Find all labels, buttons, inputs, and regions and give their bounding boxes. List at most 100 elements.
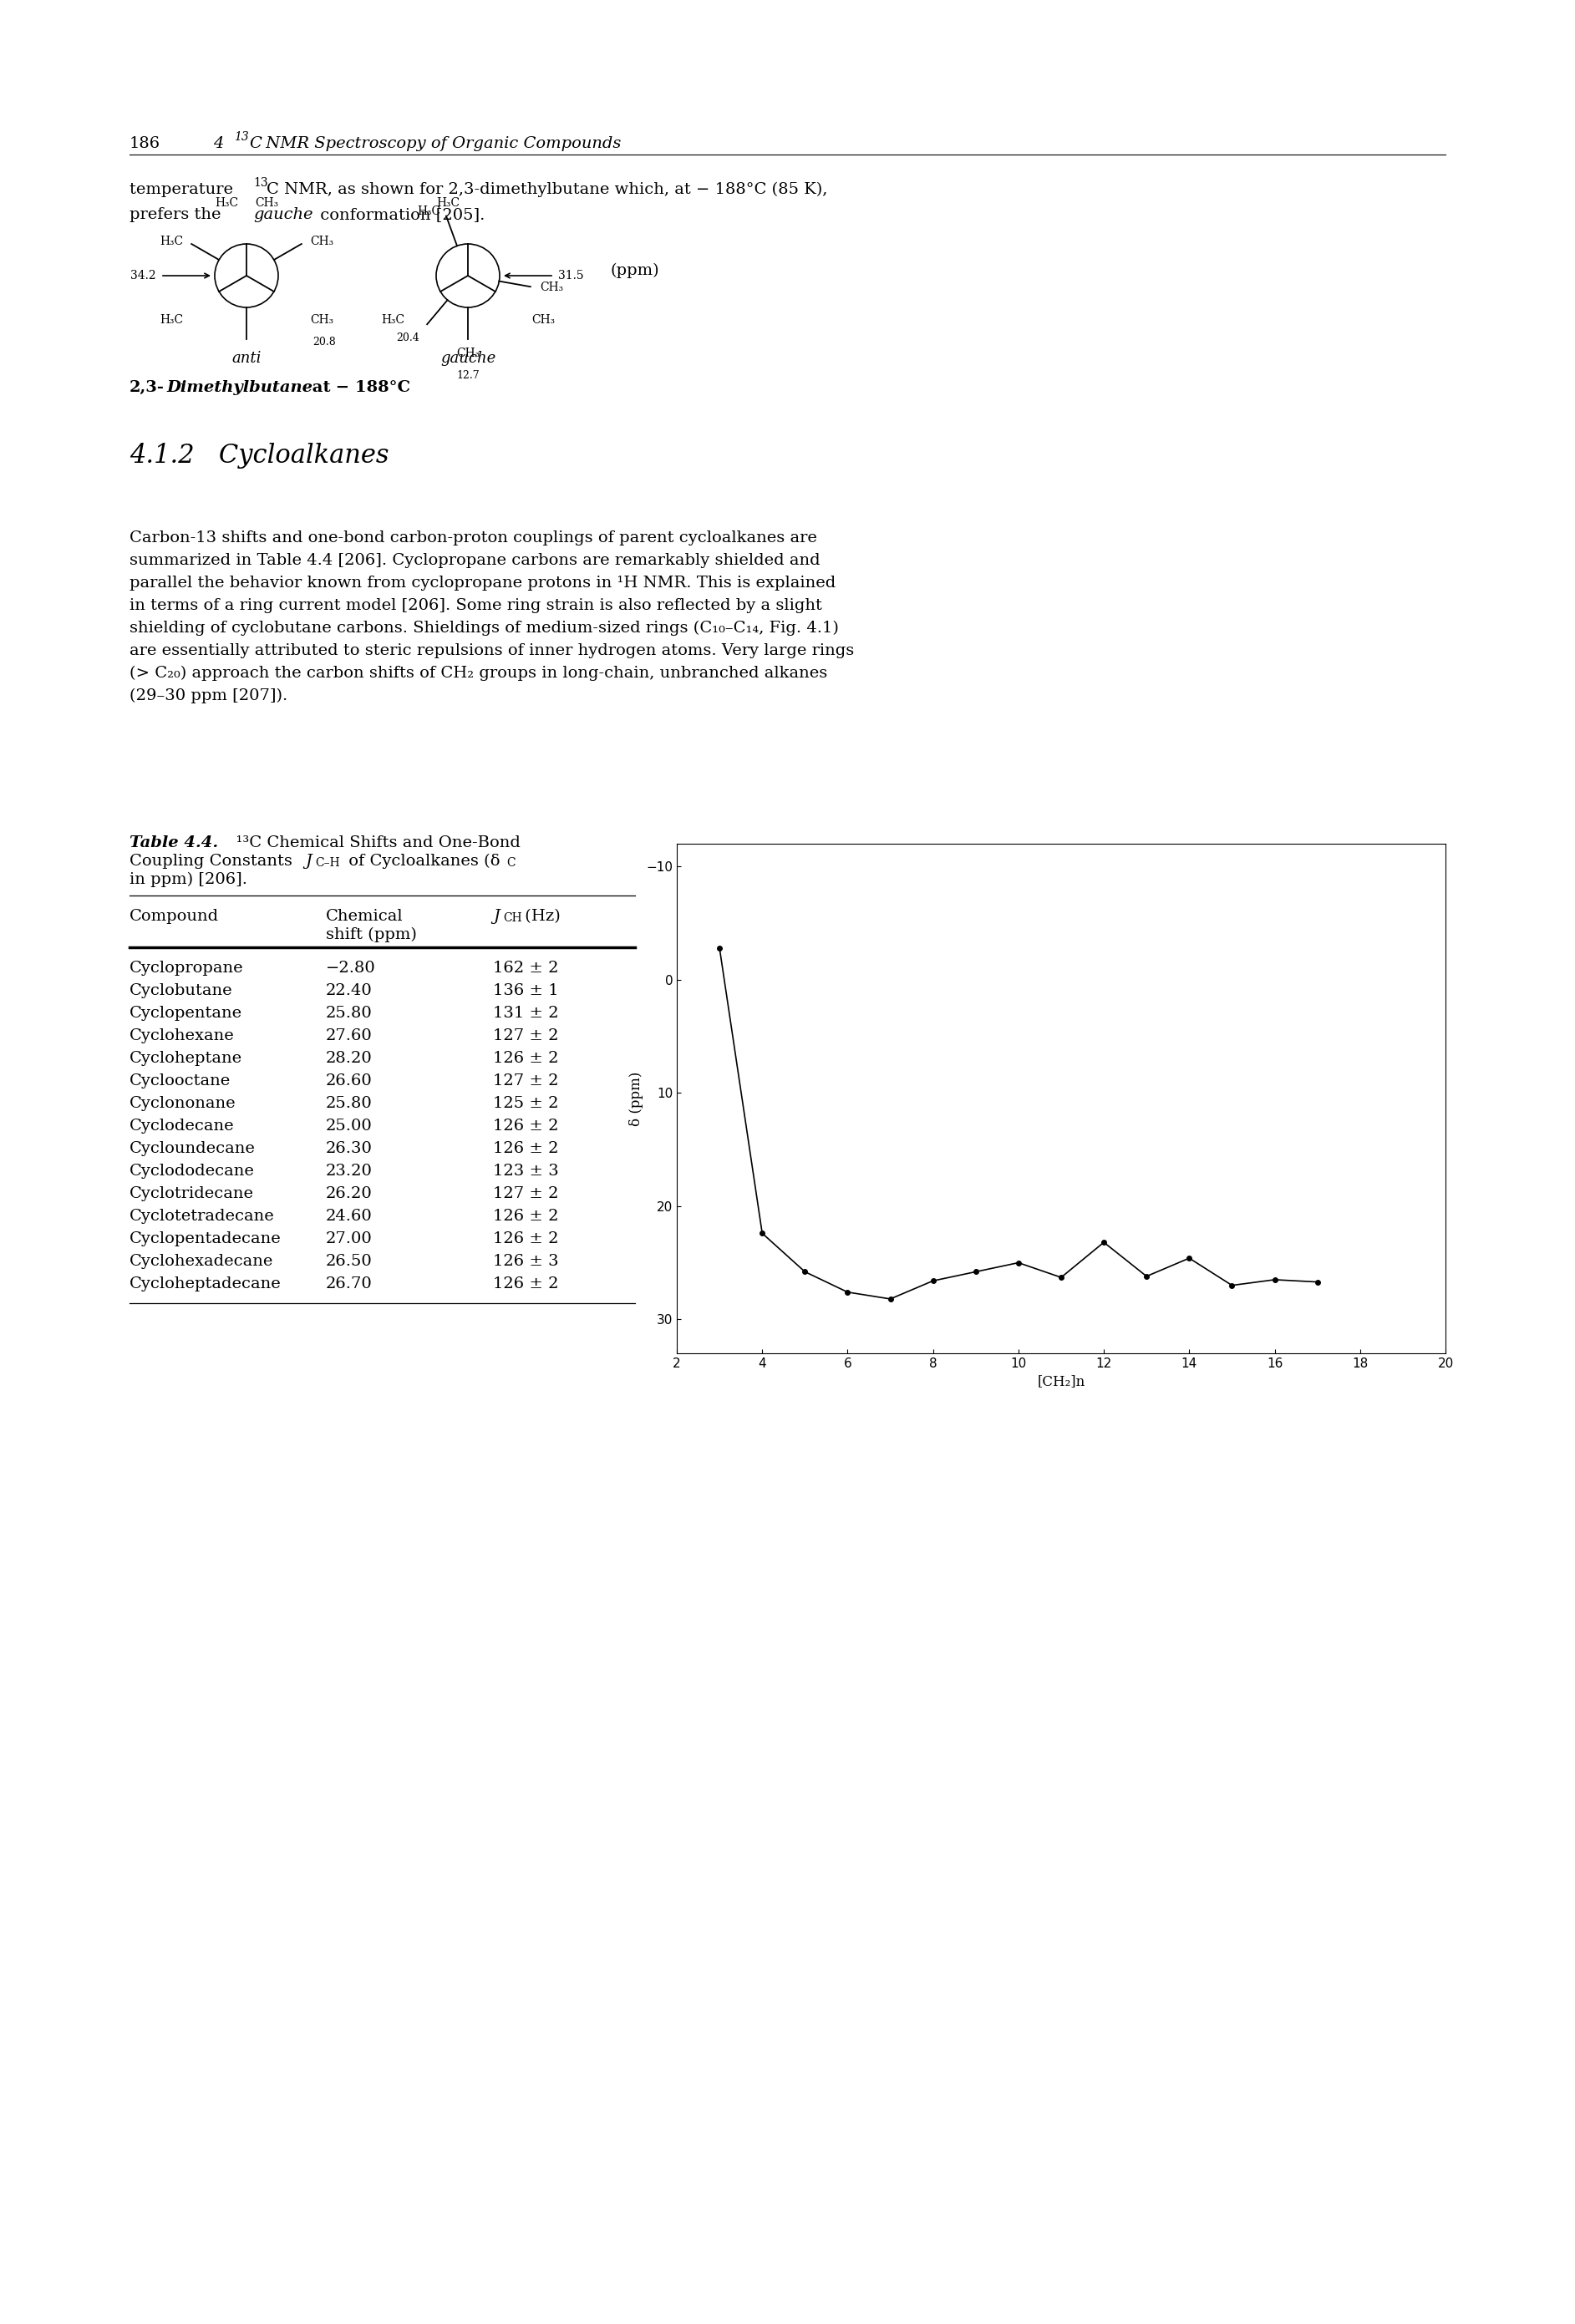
Text: gauche: gauche	[441, 351, 496, 365]
Text: Cyclotetradecane: Cyclotetradecane	[129, 1208, 274, 1225]
Text: 23.20: 23.20	[326, 1164, 373, 1178]
Y-axis label: δ (ppm): δ (ppm)	[630, 1071, 644, 1125]
Text: H₃C: H₃C	[417, 205, 441, 216]
Text: 126 ± 2: 126 ± 2	[493, 1208, 559, 1225]
Text: 26.20: 26.20	[326, 1185, 372, 1202]
Text: 4: 4	[213, 137, 228, 151]
Text: in ppm) [206].: in ppm) [206].	[129, 872, 247, 888]
Text: Cyclopropane: Cyclopropane	[129, 960, 244, 976]
X-axis label: [CH₂]n: [CH₂]n	[1038, 1373, 1085, 1390]
Text: 20.4: 20.4	[397, 332, 419, 344]
Text: H₃C: H₃C	[159, 235, 183, 246]
Text: 25.80: 25.80	[326, 1097, 372, 1111]
Text: 26.60: 26.60	[326, 1074, 372, 1088]
Text: parallel the behavior known from cyclopropane protons in ¹H NMR. This is explain: parallel the behavior known from cyclopr…	[129, 576, 836, 590]
Text: 22.40: 22.40	[326, 983, 372, 999]
Text: are essentially attributed to steric repulsions of inner hydrogen atoms. Very la: are essentially attributed to steric rep…	[129, 644, 854, 658]
Text: 186: 186	[129, 137, 161, 151]
Text: 125 ± 2: 125 ± 2	[493, 1097, 559, 1111]
Text: 34.2: 34.2	[131, 270, 156, 281]
Text: Cyclobutane: Cyclobutane	[129, 983, 233, 999]
Text: 126 ± 2: 126 ± 2	[493, 1232, 559, 1246]
Text: 126 ± 2: 126 ± 2	[493, 1276, 559, 1292]
Text: 126 ± 3: 126 ± 3	[493, 1255, 559, 1269]
Text: anti: anti	[232, 351, 261, 365]
Text: ring size [206].: ring size [206].	[849, 1334, 961, 1350]
Text: 127 ± 2: 127 ± 2	[493, 1074, 559, 1088]
Text: 123 ± 3: 123 ± 3	[493, 1164, 559, 1178]
Text: 13: 13	[810, 1315, 822, 1325]
Text: Cyclononane: Cyclononane	[129, 1097, 236, 1111]
Text: (29–30 ppm [207]).: (29–30 ppm [207]).	[129, 688, 288, 704]
Text: shielding of cyclobutane carbons. Shieldings of medium-sized rings (C₁₀–C₁₄, Fig: shielding of cyclobutane carbons. Shield…	[129, 621, 839, 637]
Text: ¹³C Chemical Shifts and One-Bond: ¹³C Chemical Shifts and One-Bond	[225, 834, 520, 851]
Text: CH₃: CH₃	[457, 349, 480, 360]
Text: versus: versus	[800, 1334, 846, 1350]
Text: Cyclooctane: Cyclooctane	[129, 1074, 232, 1088]
Text: 28.20: 28.20	[326, 1050, 372, 1067]
Text: 13: 13	[254, 177, 268, 188]
Text: Cyclopentane: Cyclopentane	[129, 1006, 243, 1020]
Text: Chemical: Chemical	[326, 909, 403, 925]
Text: Dimethylbutane: Dimethylbutane	[167, 381, 312, 395]
Text: Cycloundecane: Cycloundecane	[129, 1141, 255, 1155]
Text: C: C	[249, 137, 261, 151]
Text: CH₃: CH₃	[310, 235, 334, 246]
Text: 26.30: 26.30	[326, 1141, 373, 1155]
Text: −2.80: −2.80	[326, 960, 376, 976]
Text: Coupling Constants: Coupling Constants	[129, 853, 298, 869]
Text: CH₃: CH₃	[540, 281, 562, 293]
Text: Cyclodecane: Cyclodecane	[129, 1118, 235, 1134]
Text: Cyclopentadecane: Cyclopentadecane	[129, 1232, 282, 1246]
Text: 136 ± 1: 136 ± 1	[493, 983, 559, 999]
Text: 12.7: 12.7	[457, 370, 479, 381]
Text: 20.8: 20.8	[312, 337, 335, 349]
Text: 4.1.2   Cycloalkanes: 4.1.2 Cycloalkanes	[129, 444, 389, 469]
Text: temperature: temperature	[129, 181, 238, 198]
Text: 26.70: 26.70	[326, 1276, 372, 1292]
Text: H₃C: H₃C	[381, 314, 405, 325]
Text: conformation [205].: conformation [205].	[315, 207, 485, 223]
Text: Carbon-13 shifts and one-bond carbon-proton couplings of parent cycloalkanes are: Carbon-13 shifts and one-bond carbon-pro…	[129, 530, 817, 546]
Text: NMR Spectroscopy of Organic Compounds: NMR Spectroscopy of Organic Compounds	[261, 137, 621, 151]
Text: 126 ± 2: 126 ± 2	[493, 1118, 559, 1134]
Text: C chemical shifts: C chemical shifts	[822, 1318, 943, 1332]
Text: in terms of a ring current model [206]. Some ring strain is also reflected by a : in terms of a ring current model [206]. …	[129, 597, 822, 614]
Text: Cycloheptadecane: Cycloheptadecane	[129, 1276, 282, 1292]
Text: Cyclohexadecane: Cyclohexadecane	[129, 1255, 274, 1269]
Text: at: at	[307, 381, 331, 395]
Text: Cyclohexane: Cyclohexane	[129, 1027, 235, 1043]
Text: CH₃: CH₃	[310, 314, 334, 325]
Text: 27.60: 27.60	[326, 1027, 372, 1043]
Text: (ppm): (ppm)	[610, 263, 658, 279]
Text: J: J	[306, 853, 312, 869]
Text: Cyclododecane: Cyclododecane	[129, 1164, 255, 1178]
Text: Plot of: Plot of	[742, 1318, 800, 1332]
Text: gauche: gauche	[254, 207, 313, 223]
Text: 127 ± 2: 127 ± 2	[493, 1185, 559, 1202]
Text: H₃C: H₃C	[436, 198, 460, 209]
Text: Cycloheptane: Cycloheptane	[129, 1050, 243, 1067]
Text: 27.00: 27.00	[326, 1232, 372, 1246]
Text: − 188°C: − 188°C	[331, 381, 411, 395]
Text: C–H: C–H	[315, 858, 340, 869]
Text: 31.5: 31.5	[558, 270, 584, 281]
Text: H₃C: H₃C	[159, 314, 183, 325]
Text: Compound: Compound	[129, 909, 219, 925]
Text: H₃C: H₃C	[214, 198, 238, 209]
Text: 13: 13	[235, 130, 249, 142]
Text: C: C	[506, 858, 515, 869]
Text: 126 ± 2: 126 ± 2	[493, 1050, 559, 1067]
Text: 2,3-: 2,3-	[129, 381, 164, 395]
Text: J: J	[493, 909, 499, 925]
Text: 131 ± 2: 131 ± 2	[493, 1006, 559, 1020]
Text: (Hz): (Hz)	[520, 909, 561, 925]
Text: 25.00: 25.00	[326, 1118, 372, 1134]
Text: Fig. 4.1.: Fig. 4.1.	[677, 1318, 736, 1332]
Text: 26.50: 26.50	[326, 1255, 372, 1269]
Text: CH: CH	[502, 913, 521, 925]
Text: 162 ± 2: 162 ± 2	[493, 960, 559, 976]
Text: Table 4.4.: Table 4.4.	[129, 834, 219, 851]
Text: 25.80: 25.80	[326, 1006, 372, 1020]
Text: Cyclotridecane: Cyclotridecane	[129, 1185, 254, 1202]
